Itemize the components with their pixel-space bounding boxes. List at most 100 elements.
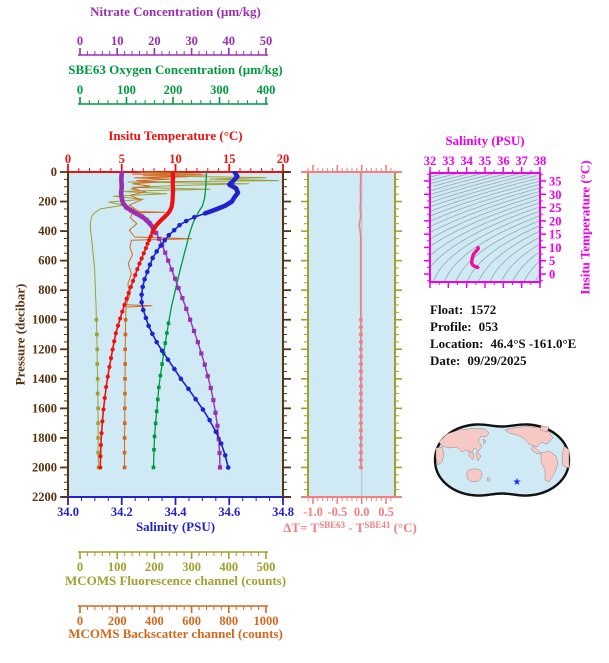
continent-africa-edge (435, 446, 445, 466)
svg-text:0.5: 0.5 (378, 505, 394, 519)
svg-text:40: 40 (223, 34, 236, 48)
svg-text:10: 10 (111, 34, 124, 48)
continent-greenland (539, 425, 550, 433)
density-contours (429, 172, 541, 283)
svg-text:5: 5 (549, 254, 555, 268)
float-label: Float: (430, 302, 464, 317)
svg-text:30: 30 (549, 188, 562, 202)
svg-text:32: 32 (424, 154, 437, 168)
main-series (89, 171, 280, 470)
float-info-row-date: Date: 09/29/2025 (430, 352, 576, 369)
axis-title-temperature: Insitu Temperature (°C) (108, 128, 243, 143)
svg-text:38: 38 (534, 154, 547, 168)
svg-text:33: 33 (442, 154, 455, 168)
temperature-profile-markers (98, 234, 153, 470)
svg-text:0: 0 (549, 268, 555, 282)
svg-text:25: 25 (549, 201, 562, 215)
date-value: 09/29/2025 (467, 353, 527, 368)
dt-label-sup-sbe41: SBE41 (364, 520, 391, 530)
svg-text:600: 600 (182, 614, 201, 628)
svg-text:1000: 1000 (254, 614, 279, 628)
dt-label-sup-sbe63: SBE63 (319, 520, 346, 530)
dt-label-suffix: (°C) (390, 520, 417, 535)
oxygen-axis: 0 100 200 300 400 (77, 83, 276, 105)
svg-text:20: 20 (549, 214, 562, 228)
ts-axis-title-salinity: Salinity (PSU) (445, 133, 525, 148)
continent-central-america (530, 445, 542, 455)
svg-text:200: 200 (38, 195, 57, 209)
world-map: ★ (433, 423, 571, 497)
float-location-star: ★ (513, 477, 522, 488)
svg-text:34.2: 34.2 (111, 505, 133, 519)
svg-text:300: 300 (210, 83, 229, 97)
svg-text:-1.0: -1.0 (303, 505, 323, 519)
profile-label: Profile: (430, 319, 472, 334)
svg-text:0: 0 (77, 614, 83, 628)
continent-indochina (475, 450, 482, 462)
svg-text:30: 30 (185, 34, 198, 48)
svg-text:0: 0 (51, 165, 57, 179)
svg-text:0: 0 (77, 560, 83, 574)
dt-label-prefix: ΔT= T (283, 520, 320, 535)
svg-text:400: 400 (38, 224, 57, 238)
float-info-block: Float: 1572 Profile: 053 Location: 46.4°S -… (430, 301, 576, 369)
svg-text:200: 200 (145, 560, 164, 574)
svg-text:1000: 1000 (32, 313, 57, 327)
svg-text:200: 200 (108, 614, 127, 628)
svg-text:0: 0 (65, 152, 71, 166)
temperature-axis: 0 5 10 15 20 (65, 152, 289, 173)
continents (435, 425, 570, 483)
svg-text:1200: 1200 (32, 342, 57, 356)
svg-text:37: 37 (515, 154, 528, 168)
svg-text:800: 800 (219, 614, 238, 628)
svg-text:300: 300 (182, 560, 201, 574)
axis-title-backscatter: MCOMS Backscatter channel (counts) (68, 626, 283, 641)
pressure-axis: 0 200 400 600 800 1000 1200 1400 1600 1800 2000 220… (32, 165, 291, 504)
svg-text:200: 200 (164, 83, 183, 97)
svg-text:1800: 1800 (32, 431, 57, 445)
float-info-row-profile: Profile: 053 (430, 318, 576, 335)
backscatter-profile-markers (122, 317, 128, 470)
continent-new-zealand (486, 476, 491, 483)
svg-text:400: 400 (145, 614, 164, 628)
delta-t-profile-markers (358, 317, 363, 470)
svg-text:20: 20 (148, 34, 161, 48)
svg-text:0.0: 0.0 (354, 505, 370, 519)
main-panel (68, 172, 283, 497)
svg-text:2200: 2200 (32, 490, 57, 504)
salinity-profile-markers (139, 214, 231, 470)
axis-title-pressure: Pressure (decibar) (12, 283, 28, 386)
location-label: Location: (430, 336, 484, 351)
axis-title-nitrate: Nitrate Concentration (µm/kg) (90, 4, 261, 19)
dt-label-mid: - T (345, 520, 365, 535)
svg-text:0: 0 (77, 83, 83, 97)
salinity-axis: 34.0 34.2 34.4 34.6 34.8 (57, 496, 294, 519)
svg-text:15: 15 (223, 152, 236, 166)
svg-text:0: 0 (77, 34, 83, 48)
continent-japan (482, 438, 487, 445)
location-value: 46.4°S -161.0°E (490, 336, 577, 351)
backscatter-axis: 0 200 400 600 800 1000 (77, 605, 279, 628)
svg-text:600: 600 (38, 254, 57, 268)
svg-text:34.4: 34.4 (165, 505, 188, 519)
svg-text:35: 35 (549, 174, 562, 188)
float-info-row-float: Float: 1572 (430, 301, 576, 318)
continent-north-america (504, 426, 554, 448)
svg-text:34: 34 (460, 154, 473, 168)
svg-text:50: 50 (260, 34, 273, 48)
svg-text:800: 800 (38, 283, 57, 297)
continent-australia (466, 468, 483, 482)
svg-text:400: 400 (257, 83, 276, 97)
continent-south-america (540, 450, 559, 483)
svg-text:15: 15 (549, 228, 562, 242)
svg-text:100: 100 (108, 560, 127, 574)
svg-text:10: 10 (169, 152, 182, 166)
nitrate-axis: 0 10 20 30 40 50 (77, 34, 273, 56)
svg-text:1400: 1400 (32, 372, 57, 386)
continent-india-sea (468, 450, 475, 461)
svg-text:400: 400 (219, 560, 238, 574)
svg-text:5: 5 (119, 152, 125, 166)
delta-t-panel: -1.0 -0.5 0.0 0.5 (301, 165, 402, 519)
